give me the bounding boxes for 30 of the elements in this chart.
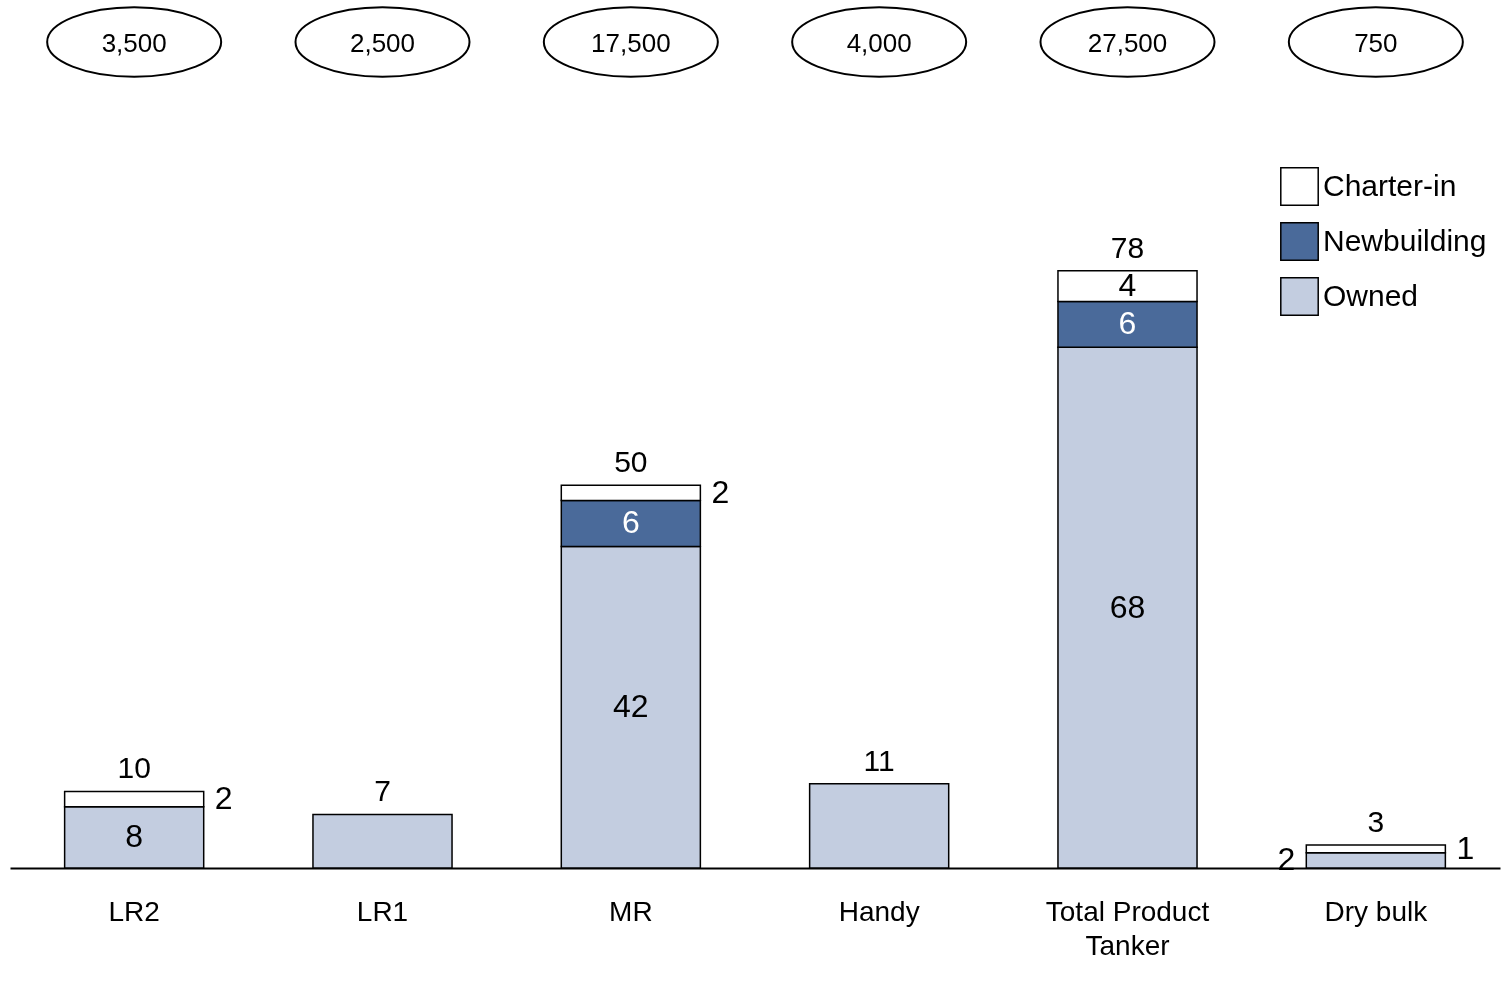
- data-label: 2: [214, 780, 233, 817]
- data-label: 8: [125, 818, 144, 855]
- x-tick-label: LR2: [108, 895, 160, 927]
- text: 27,500: [1087, 28, 1168, 58]
- text: 3,500: [101, 28, 167, 58]
- total-label: 3: [1367, 805, 1385, 839]
- total-label: 7: [374, 774, 391, 808]
- total-label: 11: [863, 743, 895, 777]
- data-label: 68: [1109, 588, 1146, 625]
- legend-label: Newbuilding: [1323, 223, 1487, 257]
- total-label: 50: [614, 445, 648, 479]
- data-label: 4: [1118, 267, 1137, 304]
- data-label: 2: [711, 473, 730, 510]
- data-label: 1: [1456, 829, 1475, 866]
- x-tick-label: LR1: [356, 895, 409, 927]
- data-label: 6: [621, 504, 640, 541]
- x-tick-label: Dry bulk: [1324, 895, 1429, 927]
- data-label: 6: [1118, 305, 1137, 342]
- text: 17,500: [591, 28, 671, 58]
- legend-label: Owned: [1323, 278, 1419, 312]
- x-tick-label: MR: [609, 895, 653, 927]
- text: 750: [1354, 28, 1398, 58]
- total-label: 78: [1110, 230, 1145, 264]
- x-tick-label: Handy: [838, 895, 920, 927]
- x-tick-label: Total Product Tanker: [1045, 895, 1210, 961]
- total-label: 10: [117, 751, 151, 785]
- text: 4,000: [846, 28, 912, 58]
- legend-label: Charter-in: [1323, 168, 1457, 202]
- data-label: 42: [613, 688, 649, 725]
- text: 2,500: [349, 28, 416, 58]
